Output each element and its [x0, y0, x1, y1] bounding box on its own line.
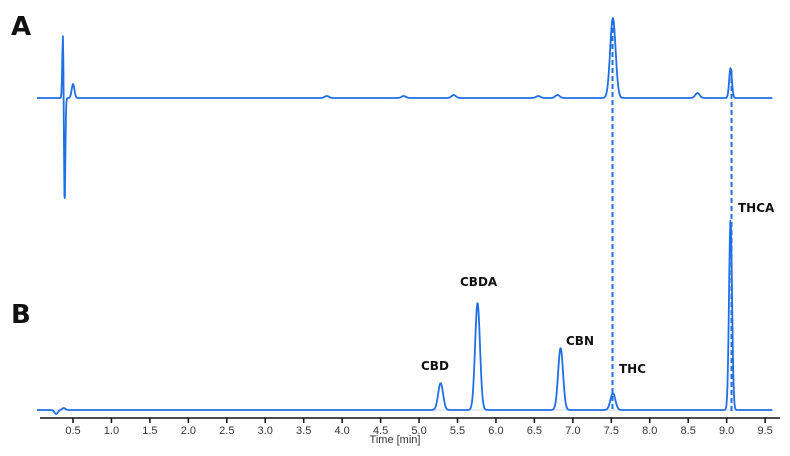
x-tick-label: 5.5 — [450, 425, 465, 437]
peak-label-cbd: CBD — [421, 359, 449, 373]
x-tick-label: 4.5 — [373, 425, 388, 437]
x-tick-label: 2.0 — [181, 425, 196, 437]
x-tick-label: 1.5 — [142, 425, 157, 437]
peak-label-thca: THCA — [738, 201, 775, 215]
x-tick-label: 9.5 — [757, 425, 772, 437]
panel-b-label: B — [11, 300, 31, 330]
x-tick-label: 2.5 — [219, 425, 234, 437]
trace-b — [36, 219, 773, 415]
retention-time-markers — [611, 20, 733, 412]
peak-label-cbn: CBN — [566, 334, 594, 348]
x-tick-label: 8.0 — [642, 425, 657, 437]
x-axis-title: Time [min] — [370, 434, 421, 446]
x-axis: 0.5 1.0 1.5 2.0 2.5 3.0 3.5 4.0 4.5 5.0 5.5 6.0 6.5 7… — [40, 417, 780, 446]
trace-a — [36, 17, 773, 199]
x-tick-label: 0.5 — [65, 425, 80, 437]
x-tick-label: 3.5 — [296, 425, 311, 437]
x-tick-label: 4.0 — [335, 425, 350, 437]
x-tick-label: 5.0 — [411, 425, 426, 437]
x-tick-label: 9.0 — [719, 425, 734, 437]
x-tick-label: 8.5 — [681, 425, 696, 437]
peak-labels: CBD CBDA CBN THC THCA — [421, 201, 775, 376]
x-tick-label: 7.5 — [604, 425, 619, 437]
x-tick-label: 3.0 — [258, 425, 273, 437]
peak-label-cbda: CBDA — [460, 275, 498, 289]
x-tick-label: 6.5 — [527, 425, 542, 437]
x-tick-label: 6.0 — [488, 425, 503, 437]
x-tick-label: 7.0 — [565, 425, 580, 437]
panel-a-label: A — [11, 12, 32, 42]
peak-label-thc: THC — [619, 362, 646, 376]
x-tick-label: 1.0 — [104, 425, 119, 437]
